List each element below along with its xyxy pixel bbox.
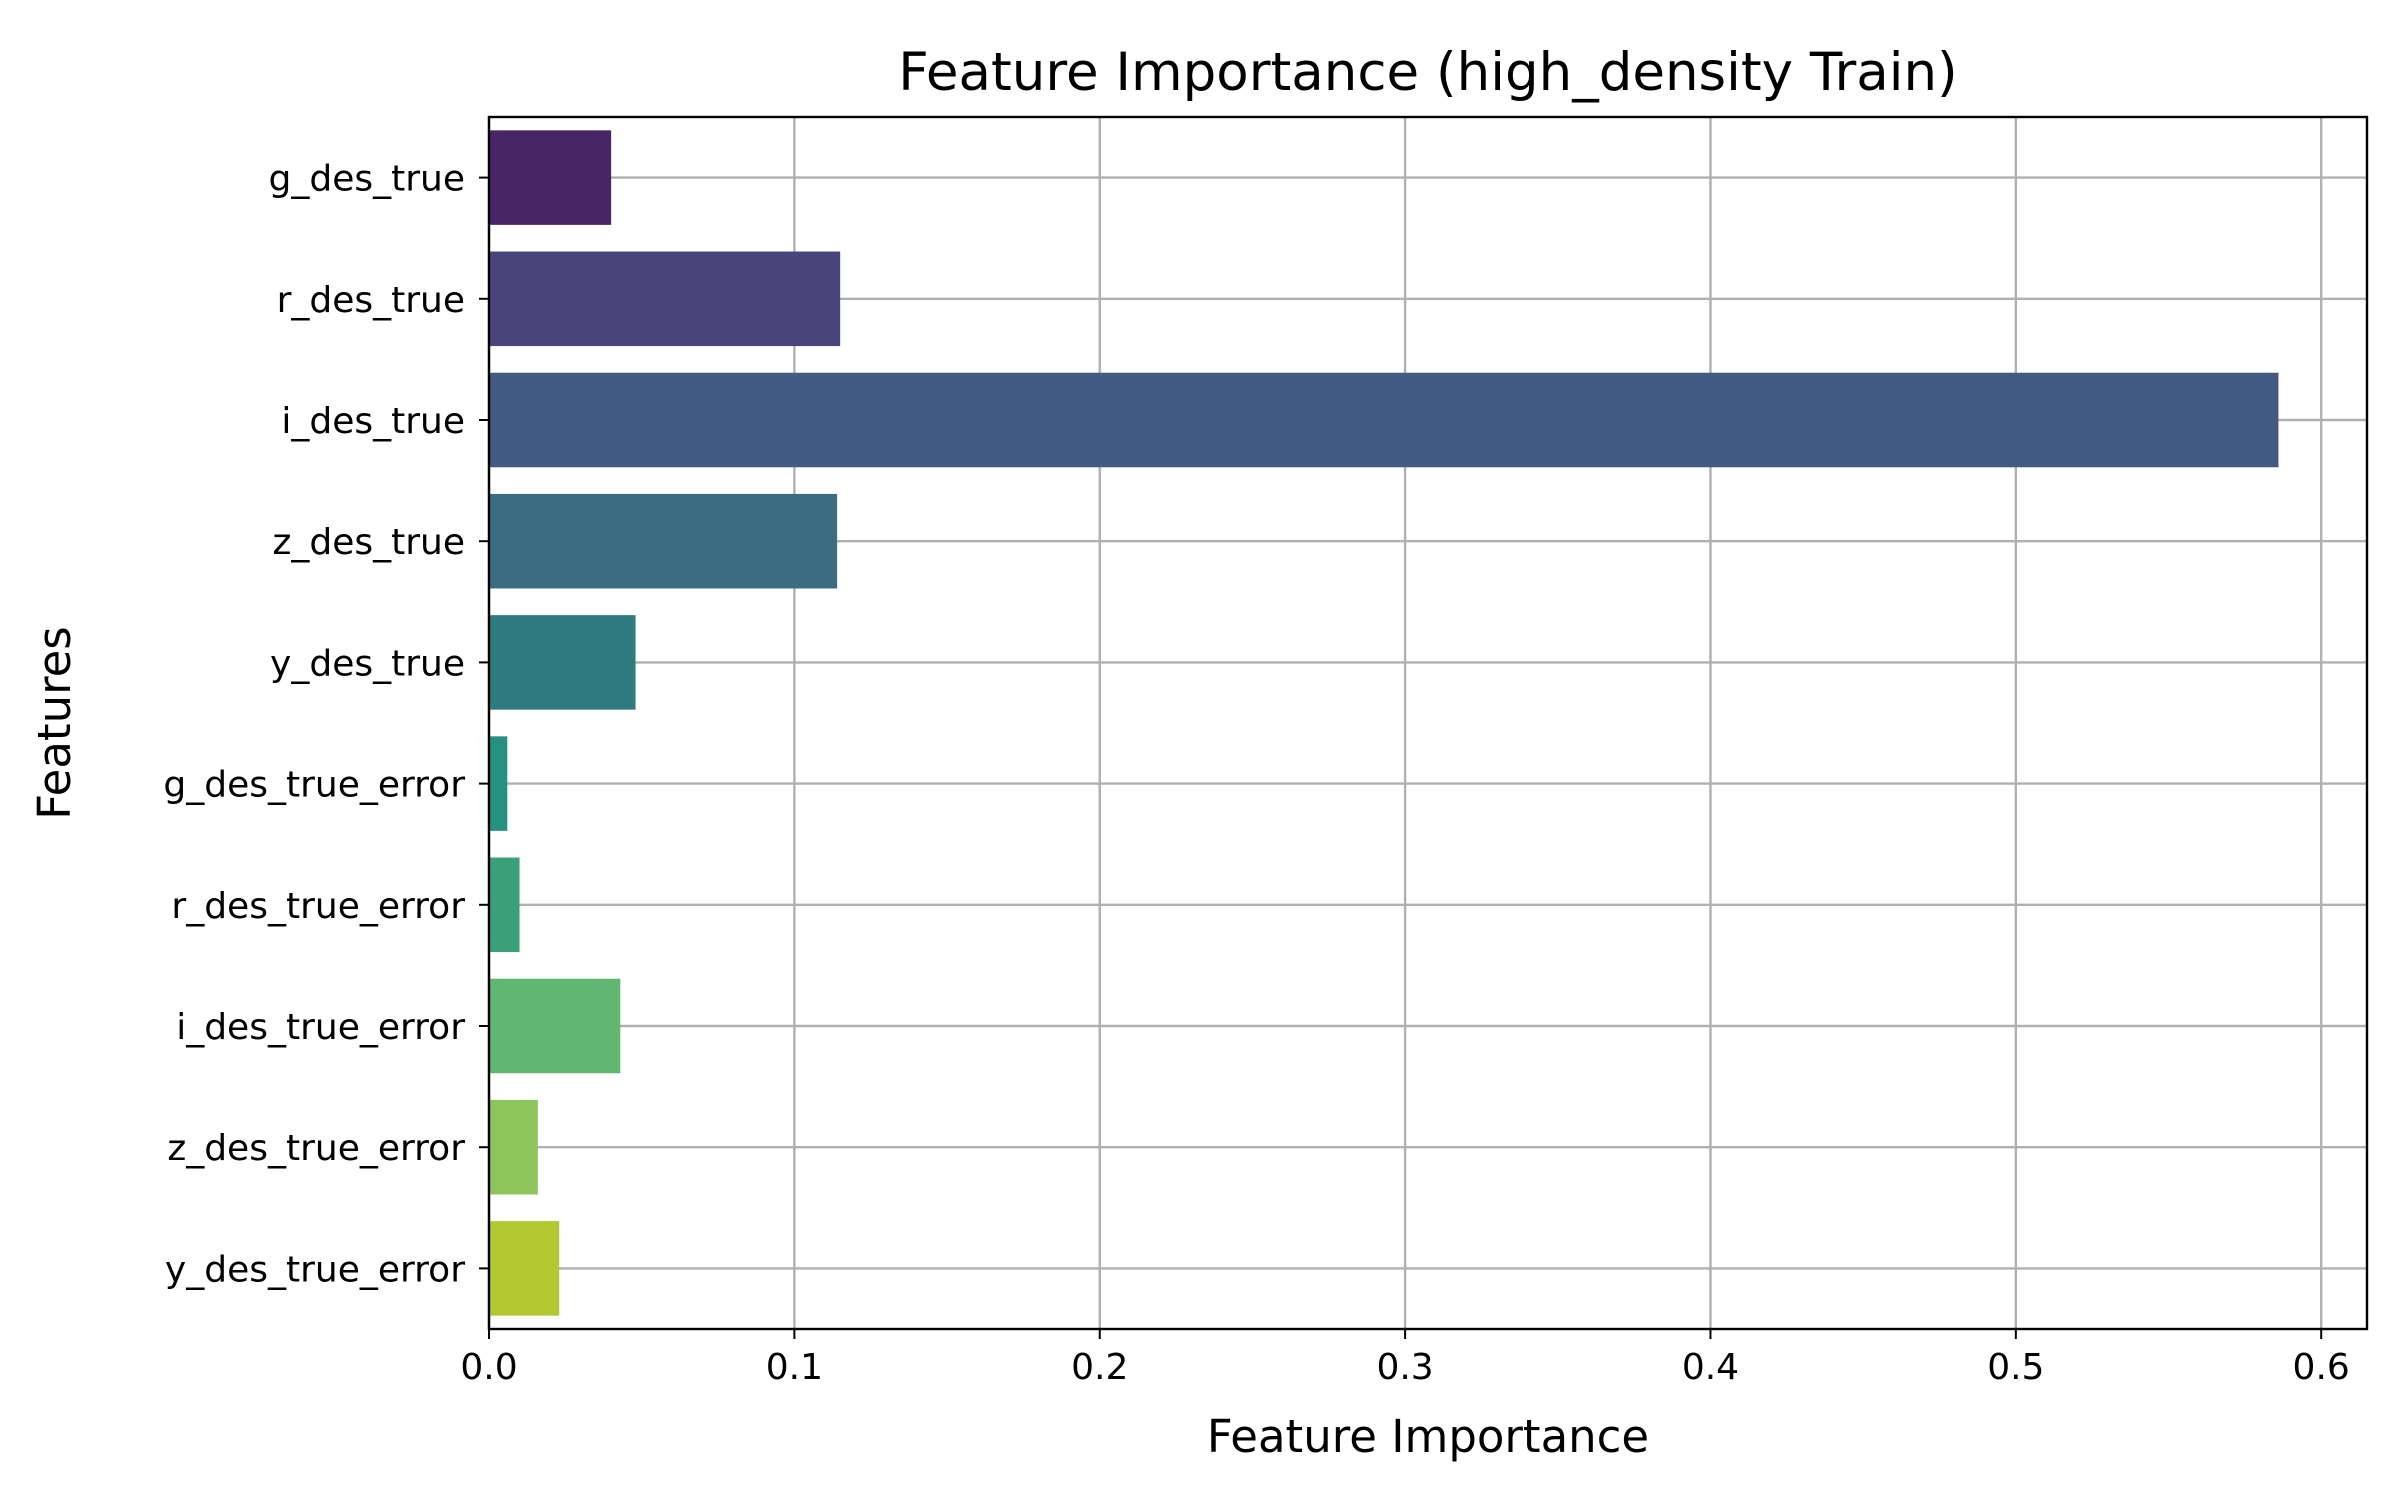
y-tick-label: i_des_true: [281, 401, 465, 442]
x-axis-label: Feature Importance: [1207, 1410, 1649, 1463]
y-tick-label: r_des_true_error: [171, 886, 465, 927]
bar-layer: [489, 130, 2279, 1316]
y-tick-label: g_des_true: [269, 159, 466, 200]
y-tick-label: i_des_true_error: [176, 1007, 465, 1048]
bar-y-des-true: [489, 615, 636, 710]
y-axis-label: Features: [28, 626, 81, 820]
x-tick-label: 0.0: [460, 1347, 517, 1388]
bar-r-des-true: [489, 251, 841, 347]
x-tick-label: 0.3: [1376, 1347, 1433, 1388]
bar-i-des-true-error: [489, 978, 621, 1074]
bar-g-des-true-error: [489, 736, 508, 831]
plot-frame: [487, 115, 2369, 1331]
y-tick-label: y_des_true: [270, 643, 465, 684]
y-tick-label: g_des_true_error: [163, 765, 465, 806]
y-tick-label: r_des_true: [277, 280, 465, 321]
x-tick-label: 0.2: [1071, 1347, 1128, 1388]
y-tick-label: z_des_true_error: [167, 1128, 465, 1169]
bar-y-des-true-error: [489, 1221, 560, 1316]
chart-title: Feature Importance (high_density Train): [898, 42, 1957, 103]
bar-z-des-true: [489, 493, 838, 589]
x-tick-label: 0.5: [1987, 1347, 2044, 1388]
y-tick-label: z_des_true: [272, 522, 465, 563]
x-tick-label: 0.6: [2293, 1347, 2350, 1388]
x-tick-label: 0.1: [766, 1347, 823, 1388]
bar-r-des-true-error: [489, 857, 520, 953]
y-tick-label: y_des_true_error: [165, 1249, 465, 1290]
bar-g-des-true: [489, 130, 612, 225]
bar-i-des-true: [489, 372, 2279, 468]
bar-z-des-true-error: [489, 1099, 538, 1195]
x-tick-label: 0.4: [1682, 1347, 1739, 1388]
tick-layer: 0.0 0.1 0.2 0.3 0.4 0.5 0.6 g_des_true r_des_tru…: [163, 159, 2349, 1388]
